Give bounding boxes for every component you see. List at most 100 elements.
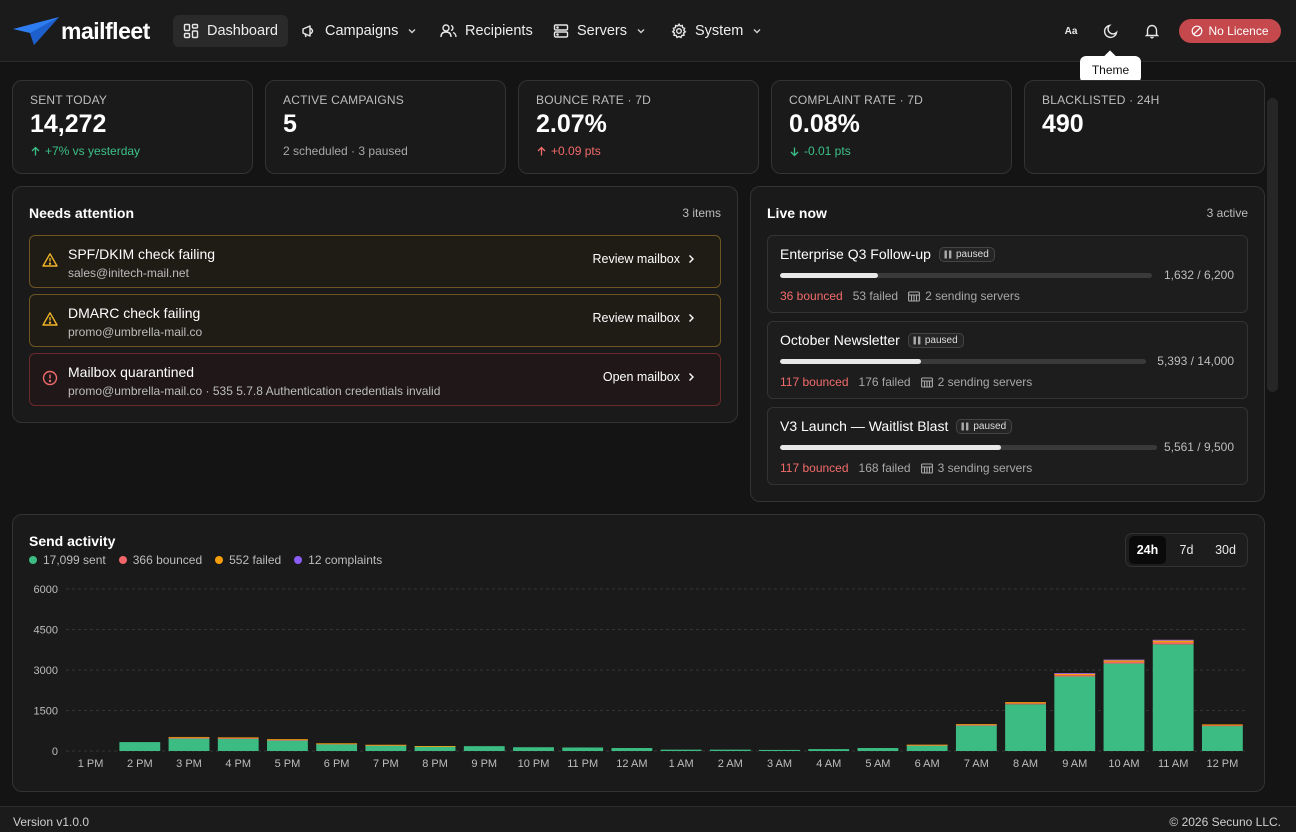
bar-sent[interactable] bbox=[414, 746, 456, 751]
progress-count: 5,393 / 14,000 bbox=[1157, 354, 1234, 368]
servers-info: 2 sending servers bbox=[920, 375, 1033, 389]
bar-sent[interactable] bbox=[316, 743, 358, 751]
x-tick-label: 12 AM bbox=[616, 758, 647, 770]
bounced-count: 36 bounced bbox=[780, 289, 843, 303]
legend-swatch bbox=[118, 556, 127, 564]
bar-sent[interactable] bbox=[759, 749, 800, 751]
x-tick-label: 8 PM bbox=[422, 758, 448, 770]
stat-value: 0.08% bbox=[789, 110, 860, 138]
live-campaign-card[interactable]: V3 Launch — Waitlist Blast paused 5,561 … bbox=[767, 407, 1248, 485]
bar-sent[interactable] bbox=[267, 740, 308, 751]
bounced-count: 117 bounced bbox=[780, 461, 849, 475]
bar-sent[interactable] bbox=[611, 748, 653, 751]
range-30d-button[interactable]: 30d bbox=[1215, 543, 1236, 557]
bar-bounced[interactable] bbox=[1103, 661, 1145, 664]
bar-complaints[interactable] bbox=[1152, 639, 1194, 641]
servers-label: 2 sending servers bbox=[937, 375, 1033, 389]
panel-title: Send activity bbox=[29, 533, 116, 549]
open-mailbox-button[interactable]: Open mailbox bbox=[603, 370, 696, 384]
bar-sent[interactable] bbox=[955, 725, 997, 751]
bar-failed[interactable] bbox=[1201, 724, 1243, 726]
live-campaign-card[interactable]: Enterprise Q3 Follow-up paused 1,632 / 6… bbox=[767, 235, 1248, 313]
x-tick-label: 8 AM bbox=[1013, 758, 1038, 770]
bar-sent[interactable] bbox=[562, 747, 604, 751]
live-campaign-card[interactable]: October Newsletter paused 5,393 / 14,000… bbox=[767, 321, 1248, 399]
bar-complaints[interactable] bbox=[1054, 673, 1096, 674]
bar-bounced[interactable] bbox=[1201, 725, 1243, 727]
nav-campaigns[interactable]: Campaigns bbox=[291, 15, 428, 47]
send-activity-chart: 6000 4500 3000 1500 0 1 PM 2 PM 3 PM 4 PM 5 PM 6 P… bbox=[34, 584, 1247, 770]
action-label: Review mailbox bbox=[592, 311, 680, 325]
y-tick-label: 0 bbox=[52, 746, 58, 758]
bar-sent[interactable] bbox=[1054, 676, 1096, 751]
status-badge: paused bbox=[907, 332, 964, 348]
bar-failed[interactable] bbox=[955, 724, 997, 725]
x-tick-label: 10 PM bbox=[518, 758, 550, 770]
bar-sent[interactable] bbox=[906, 745, 948, 751]
bar-failed[interactable] bbox=[267, 739, 308, 740]
bar-failed[interactable] bbox=[1152, 639, 1194, 643]
bar-sent[interactable] bbox=[365, 745, 407, 751]
review-mailbox-button[interactable]: Review mailbox bbox=[592, 311, 696, 325]
action-label: Open mailbox bbox=[602, 370, 680, 384]
bar-sent[interactable] bbox=[1103, 663, 1145, 751]
licence-button[interactable]: No Licence bbox=[1179, 19, 1281, 43]
x-tick-label: 6 AM bbox=[915, 758, 940, 770]
gear-icon bbox=[671, 23, 687, 39]
bar-failed[interactable] bbox=[1005, 702, 1046, 704]
bar-sent[interactable] bbox=[1005, 704, 1046, 751]
nav-dashboard[interactable]: Dashboard bbox=[173, 15, 288, 47]
scrollbar[interactable] bbox=[1267, 98, 1278, 392]
bar-bounced[interactable] bbox=[217, 738, 259, 739]
font-size-toggle[interactable]: Aa bbox=[1058, 18, 1084, 44]
stat-trend: +7% vs yesterday bbox=[30, 144, 235, 158]
nav-recipients[interactable]: Recipients bbox=[430, 15, 543, 47]
stat-value: 14,272 bbox=[30, 110, 107, 138]
bar-sent[interactable] bbox=[463, 746, 505, 751]
bar-failed[interactable] bbox=[1103, 659, 1145, 662]
bar-complaints[interactable] bbox=[1103, 659, 1145, 661]
progress-fill bbox=[780, 359, 921, 364]
range-7d-button[interactable]: 7d bbox=[1179, 543, 1194, 557]
nav-servers-label: Servers bbox=[577, 23, 627, 39]
bar-sent[interactable] bbox=[513, 747, 554, 751]
attention-sub: sales@initech-mail.net bbox=[68, 266, 189, 280]
bar-bounced[interactable] bbox=[955, 724, 997, 726]
bar-failed[interactable] bbox=[168, 736, 210, 738]
bar-sent[interactable] bbox=[660, 749, 702, 751]
range-24h-button[interactable]: 24h bbox=[1129, 536, 1166, 564]
campaign-meta: 117 bounced 176 failed 2 sending servers bbox=[780, 375, 1032, 389]
bar-failed[interactable] bbox=[906, 744, 948, 746]
notifications-button[interactable] bbox=[1139, 18, 1165, 44]
bar-sent[interactable] bbox=[217, 738, 259, 751]
bar-failed[interactable] bbox=[414, 746, 456, 747]
bar-bounced[interactable] bbox=[1152, 642, 1194, 645]
bar-bounced[interactable] bbox=[1005, 703, 1046, 705]
bar-bounced[interactable] bbox=[267, 739, 308, 741]
theme-toggle[interactable] bbox=[1098, 18, 1124, 44]
active-count: 3 active bbox=[1206, 206, 1248, 220]
bar-sent[interactable] bbox=[1201, 725, 1243, 751]
bar-sent[interactable] bbox=[857, 748, 899, 751]
bar-sent[interactable] bbox=[1152, 644, 1194, 751]
nav-servers[interactable]: Servers bbox=[543, 15, 657, 47]
chevron-down-icon bbox=[753, 29, 761, 34]
bar-bounced[interactable] bbox=[168, 737, 210, 739]
y-tick-label: 4500 bbox=[34, 625, 58, 637]
bar-sent[interactable] bbox=[119, 742, 161, 751]
review-mailbox-button[interactable]: Review mailbox bbox=[592, 252, 696, 266]
bar-failed[interactable] bbox=[365, 744, 407, 746]
bar-failed[interactable] bbox=[316, 743, 358, 745]
x-tick-label: 3 AM bbox=[767, 758, 792, 770]
bar-sent[interactable] bbox=[808, 749, 850, 751]
bar-sent[interactable] bbox=[168, 738, 210, 751]
x-tick-label: 5 PM bbox=[275, 758, 301, 770]
bar-bounced[interactable] bbox=[1054, 675, 1096, 677]
y-tick-label: 3000 bbox=[34, 665, 58, 677]
bar-failed[interactable] bbox=[217, 737, 259, 739]
bar-sent[interactable] bbox=[709, 749, 751, 751]
bar-failed[interactable] bbox=[1054, 673, 1096, 676]
nav-system[interactable]: System bbox=[661, 15, 773, 47]
font-size-label: Aa bbox=[1064, 25, 1078, 37]
brand-logo[interactable]: mailfleet bbox=[13, 15, 150, 47]
